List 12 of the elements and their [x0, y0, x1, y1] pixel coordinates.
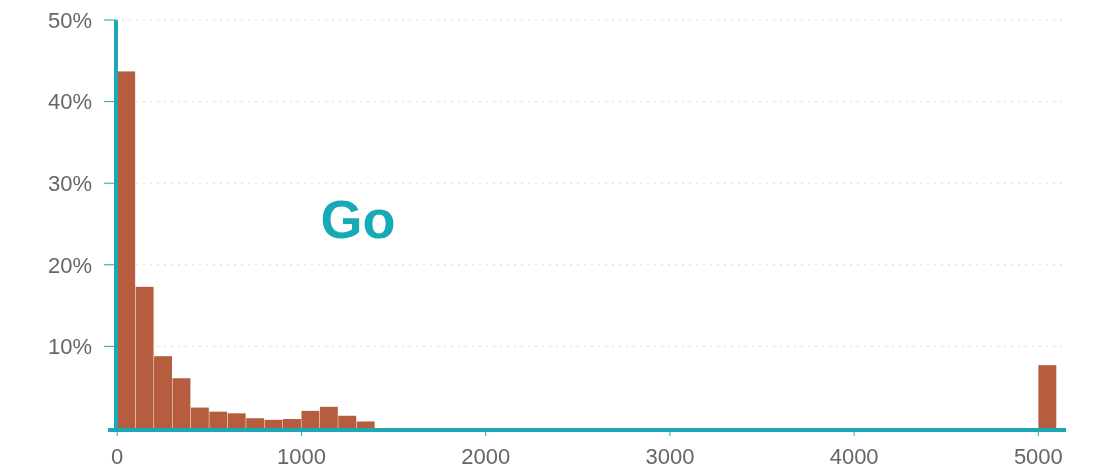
x-tick-label: 0 — [111, 444, 124, 469]
y-tick-label: 30% — [47, 170, 92, 196]
text: Go — [320, 189, 396, 249]
x-tick-label: 2000 — [461, 444, 511, 469]
x-tick-label: 1000 — [276, 444, 326, 469]
x-tick-label: 4000 — [829, 444, 879, 469]
y-tick-label: 40% — [47, 89, 92, 115]
x-tick-label: 3000 — [645, 444, 695, 469]
x-tick-label: 5000 — [1013, 444, 1063, 469]
y-tick-label: 20% — [47, 252, 92, 278]
y-tick-label: 10% — [47, 334, 92, 360]
y-tick-label: 50% — [47, 7, 92, 33]
